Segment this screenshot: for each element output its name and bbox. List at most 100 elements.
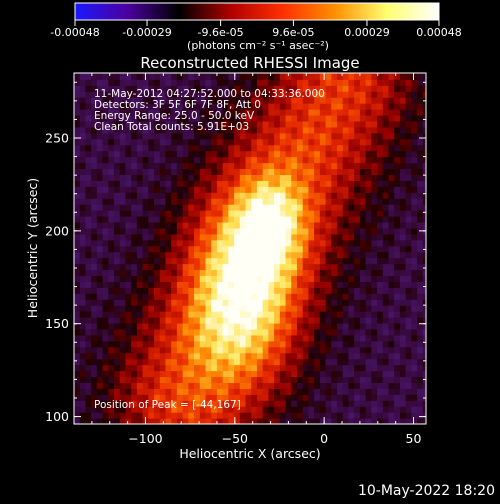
heatmap-cell [399, 346, 407, 354]
heatmap-cell [337, 251, 344, 259]
heatmap-cell [148, 144, 155, 152]
heatmap-cell [251, 346, 258, 354]
heatmap-cell [114, 293, 121, 300]
heatmap-cell [319, 263, 327, 271]
heatmap-cell [96, 210, 104, 217]
heatmap-cell [199, 180, 207, 187]
heatmap-cell [399, 376, 407, 383]
heatmap-cell [274, 245, 281, 253]
heatmap-cell [388, 97, 395, 104]
heatmap-cell [199, 275, 207, 282]
heatmap-cell [314, 73, 321, 80]
heatmap-cell [239, 245, 247, 253]
heatmap-cell [176, 257, 184, 265]
heatmap-cell [354, 269, 361, 277]
heatmap-cell [422, 346, 426, 354]
heatmap-cell [131, 239, 138, 247]
heatmap-cell [114, 126, 121, 134]
heatmap-cell [314, 364, 321, 372]
heatmap-cell [171, 257, 178, 265]
heatmap-cell [314, 394, 321, 401]
heatmap-cell [422, 91, 426, 98]
heatmap-cell [96, 305, 104, 312]
heatmap-cell [154, 210, 161, 217]
heatmap-cell [371, 120, 378, 128]
heatmap-cell [268, 150, 275, 158]
heatmap-cell [182, 192, 189, 199]
heatmap-cell [348, 138, 355, 146]
heatmap-cell [228, 352, 235, 360]
heatmap-cell [354, 180, 361, 187]
heatmap-cell [325, 251, 332, 259]
heatmap-cell [125, 132, 132, 140]
heatmap-cell [348, 109, 355, 116]
heatmap-cell [377, 269, 384, 277]
heatmap-cell [291, 221, 298, 229]
heatmap-cell [314, 376, 321, 383]
heatmap-cell [182, 210, 189, 217]
heatmap-cell [125, 216, 132, 223]
heatmap-cell [268, 275, 275, 282]
heatmap-cell [359, 263, 367, 271]
heatmap-cell [388, 334, 395, 342]
heatmap-cell [337, 174, 344, 181]
heatmap-cell [371, 293, 378, 300]
heatmap-cell [159, 150, 167, 158]
heatmap-cell [74, 233, 81, 241]
y-tick-label: 250 [45, 131, 69, 146]
heatmap-cell [371, 305, 378, 312]
heatmap-cell [388, 79, 395, 86]
heatmap-cell [199, 346, 207, 354]
heatmap-cell [119, 406, 127, 413]
heatmap-cell [348, 412, 355, 419]
heatmap-cell [216, 132, 224, 140]
heatmap-cell [274, 311, 281, 318]
heatmap-cell [296, 168, 304, 175]
heatmap-cell [234, 358, 241, 366]
heatmap-cell [314, 388, 321, 395]
heatmap-cell [199, 352, 207, 360]
heatmap-cell [131, 233, 138, 241]
heatmap-cell [371, 263, 378, 271]
heatmap-cell [222, 210, 229, 217]
heatmap-cell [136, 245, 144, 253]
heatmap-cell [194, 138, 201, 146]
heatmap-cell [159, 210, 167, 217]
heatmap-cell [125, 126, 132, 134]
heatmap-cell [342, 162, 350, 170]
heatmap-cell [228, 328, 235, 336]
heatmap-cell [119, 311, 127, 318]
heatmap-cell [256, 275, 264, 282]
heatmap-cell [405, 204, 412, 211]
heatmap-cell [262, 156, 270, 164]
heatmap-cell [119, 109, 127, 116]
heatmap-cell [342, 192, 350, 199]
heatmap-cell [405, 239, 412, 247]
heatmap-cell [365, 150, 372, 158]
heatmap-cell [417, 364, 424, 372]
heatmap-cell [359, 120, 367, 128]
heatmap-cell [285, 394, 292, 401]
heatmap-cell [279, 91, 287, 98]
heatmap-cell [251, 376, 258, 383]
heatmap-cell [239, 340, 247, 348]
heatmap-cell [176, 299, 184, 306]
heatmap-cell [85, 257, 92, 265]
heatmap-cell [291, 204, 298, 211]
heatmap-cell [216, 114, 224, 122]
heatmap-cell [102, 144, 109, 152]
heatmap-cell [216, 263, 224, 271]
heatmap-cell [239, 97, 247, 104]
heatmap-cell [74, 126, 81, 134]
heatmap-cell [354, 138, 361, 146]
heatmap-cell [325, 275, 332, 282]
heatmap-cell [388, 388, 395, 395]
heatmap-cell [171, 346, 178, 354]
heatmap-cell [296, 287, 304, 294]
heatmap-cell [268, 132, 275, 140]
heatmap-cell [279, 406, 287, 413]
heatmap-cell [239, 227, 247, 235]
heatmap-cell [388, 132, 395, 140]
heatmap-cell [96, 73, 104, 80]
heatmap-cell [245, 79, 252, 86]
